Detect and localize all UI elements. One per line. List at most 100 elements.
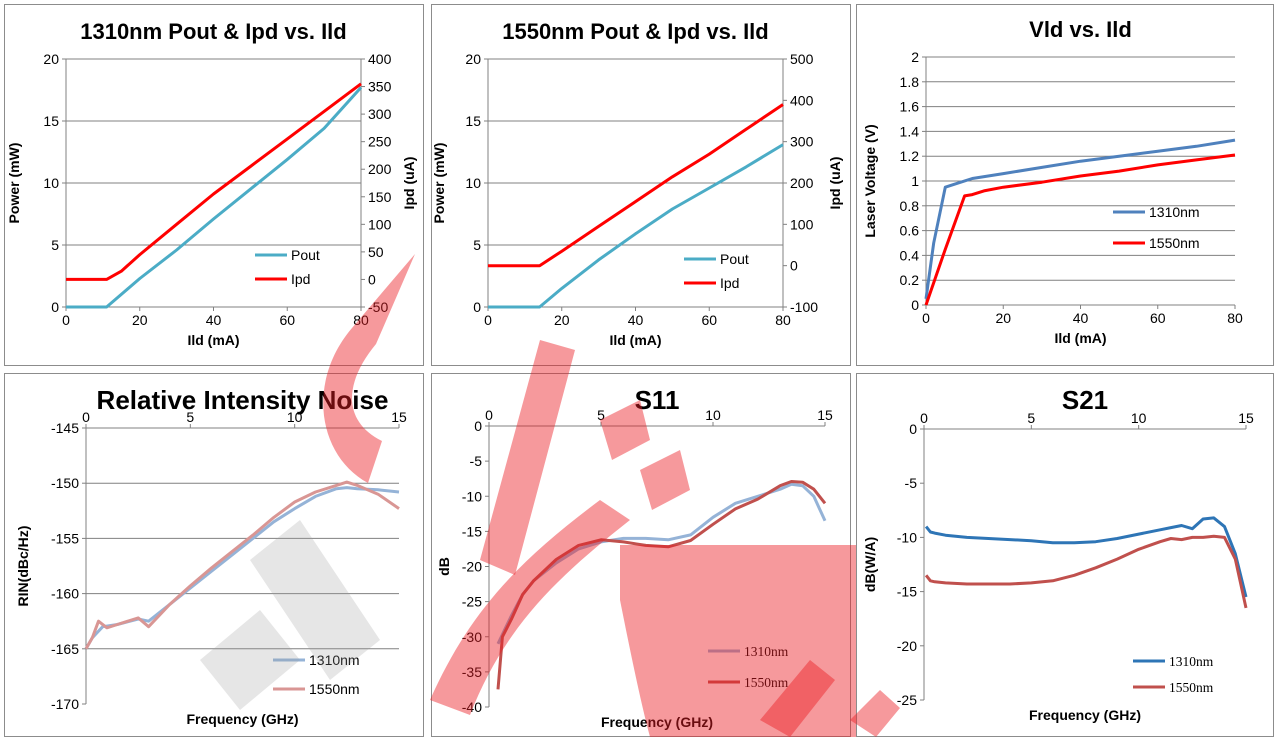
legend-label: Pout [720,251,749,267]
y-tick-label: -160 [51,586,79,602]
chart-title: Vld vs. Ild [1029,17,1132,42]
panel-pout-1550: 1550nm Pout & Ipd vs. Ild 0 5 10 15 20 -100 0 10… [431,4,851,366]
series-line-0 [66,86,363,309]
y-tick-label: 1.8 [900,74,920,90]
y2-tick-label: 0 [368,271,376,287]
series-line-1 [924,153,1236,306]
legend-label: 1310nm [744,644,789,659]
y-tick-label: -35 [462,664,482,680]
y-tick-label: -25 [462,594,482,610]
y2-tick-label: -100 [790,299,818,315]
x-tick-label: 5 [186,409,194,425]
x-tick-label: 15 [817,407,833,423]
x-tick-label: 15 [391,409,407,425]
y-tick-label: -40 [462,699,482,715]
x-tick-label: 60 [1150,310,1166,326]
y2-tick-label: 350 [368,79,392,95]
x-tick-label: 80 [353,312,369,328]
y-tick-label: -20 [897,638,917,654]
chart-pout-1550: 1550nm Pout & Ipd vs. Ild 0 5 10 15 20 -100 0 10… [432,19,843,348]
panel-s11: S11 0 -5 -10 -15 -20 -25 -30 -35 -40 0 5 10 15 Frequen… [431,373,851,737]
y-tick-label: -150 [51,475,79,491]
x-tick-label: 0 [82,409,90,425]
y-tick-label: 1.6 [900,99,920,115]
y-tick-label: 2 [911,49,919,65]
chart-s11: S11 0 -5 -10 -15 -20 -25 -30 -35 -40 0 5 10 15 Frequen… [436,385,833,730]
x-tick-label: 0 [484,312,492,328]
y-tick-label: -15 [897,584,917,600]
x-tick-label: 0 [922,310,930,326]
series-line-0 [924,138,1236,300]
x-tick-label: 60 [279,312,295,328]
y2-tick-label: 50 [368,244,384,260]
y-tick-label: 20 [465,51,481,67]
y-tick-label: 0 [51,299,59,315]
series-line-0 [924,516,1248,598]
y-tick-label: 0.8 [900,198,920,214]
y2-tick-label: 0 [790,258,798,274]
x-axis-label: Frequency (GHz) [601,714,713,730]
x-axis-label: Ild (mA) [1054,330,1106,346]
y2-tick-label: 200 [368,161,392,177]
x-tick-label: 20 [995,310,1011,326]
series-line-0 [496,482,827,645]
y-axis-label: dB(W/A) [862,537,878,592]
y-tick-label: 5 [473,237,481,253]
series-line-1 [496,480,827,690]
y2-tick-label: 400 [790,92,814,108]
y-tick-label: 10 [43,175,59,191]
y2-tick-label: -50 [368,299,388,315]
panel-pout-1310: 1310nm Pout & Ipd vs. Ild 0 5 10 15 20 -50 0 50 1… [4,4,424,366]
x-tick-label: 40 [628,312,644,328]
y-tick-label: -25 [897,692,917,708]
legend-label: 1550nm [744,675,789,690]
x-tick-label: 0 [920,410,928,426]
x-tick-label: 20 [132,312,148,328]
x-tick-label: 40 [206,312,222,328]
legend-label: 1550nm [1149,235,1200,251]
y-tick-label: 0 [473,299,481,315]
x-tick-label: 20 [554,312,570,328]
series-line-1 [488,103,784,268]
y2-tick-label: 100 [368,216,392,232]
chart-title: S21 [1062,385,1108,415]
y2-tick-label: 300 [368,106,392,122]
legend-label: 1550nm [309,681,360,697]
y-tick-label: 0 [909,421,917,437]
x-axis-label: Frequency (GHz) [1029,707,1141,723]
x-axis-label: Frequency (GHz) [186,711,298,727]
x-tick-label: 0 [62,312,70,328]
y-axis-label: dB [436,557,452,576]
y-tick-label: 10 [465,175,481,191]
y-axis-label: Laser Voltage (V) [862,124,878,237]
y-tick-label: -170 [51,696,79,712]
chart-title: S11 [635,385,680,415]
y-tick-label: 0.4 [900,247,920,263]
x-tick-label: 80 [1227,310,1243,326]
y-tick-label: 15 [43,113,59,129]
y2-axis-label: Ipd (uA) [401,157,417,210]
y-tick-label: 1.2 [900,148,920,164]
x-axis-label: Ild (mA) [187,332,239,348]
y-tick-label: 15 [465,113,481,129]
chart-title: 1310nm Pout & Ipd vs. Ild [80,19,347,44]
chart-title: Relative Intensity Noise [97,385,389,415]
legend-label: 1550nm [1169,680,1214,695]
y2-tick-label: 300 [790,134,814,150]
y-tick-label: -145 [51,420,79,436]
legend-label: 1310nm [1149,204,1200,220]
y2-tick-label: 400 [368,51,392,67]
y-tick-label: -10 [897,529,917,545]
panel-vld: Vld vs. Ild 0 0.2 0.4 0.6 0.8 1 1.2 1.4 1.6 1.8 2 0 2… [856,4,1274,366]
y2-axis-label: Ipd (uA) [827,157,843,210]
series-line-1 [924,534,1248,609]
y-tick-label: 0.6 [900,223,920,239]
x-tick-label: 5 [597,407,605,423]
series-line-1 [84,480,400,650]
x-tick-label: 5 [1027,410,1035,426]
y-tick-label: 1 [911,173,919,189]
y-tick-label: 0 [474,418,482,434]
chart-title: 1550nm Pout & Ipd vs. Ild [502,19,769,44]
chart-pout-1310: 1310nm Pout & Ipd vs. Ild 0 5 10 15 20 -50 0 50 1… [6,19,417,348]
